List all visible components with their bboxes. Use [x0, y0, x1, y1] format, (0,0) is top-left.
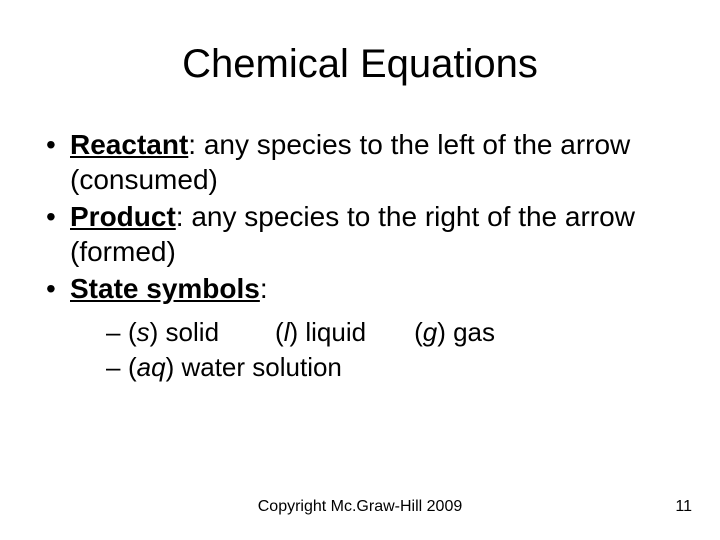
state-label: ) water solution: [166, 352, 342, 382]
bullet-item: Reactant: any species to the left of the…: [40, 127, 680, 197]
page-number: 11: [675, 498, 692, 516]
bullet-item: Product: any species to the right of the…: [40, 199, 680, 269]
slide-body: Reactant: any species to the left of the…: [0, 97, 720, 383]
state-symbol: aq: [137, 352, 166, 382]
term: Product: [70, 201, 176, 232]
sub-list: (s) solid(l) liquid(g) gas (aq) water so…: [70, 316, 680, 383]
state-paren: (: [275, 317, 284, 347]
bullet-text: :: [260, 273, 268, 304]
state-symbol: s: [137, 317, 150, 347]
bullet-item: State symbols: (s) solid(l) liquid(g) ga…: [40, 271, 680, 383]
state-paren: (: [128, 317, 137, 347]
term: State symbols: [70, 273, 260, 304]
term: Reactant: [70, 129, 188, 160]
state-paren: (: [414, 317, 423, 347]
state-label: ) solid: [150, 317, 219, 347]
sub-item: (s) solid(l) liquid(g) gas: [106, 316, 680, 349]
state-label: ) gas: [437, 317, 495, 347]
state-paren: (: [128, 352, 137, 382]
slide-title: Chemical Equations: [0, 0, 720, 97]
slide: Chemical Equations Reactant: any species…: [0, 0, 720, 540]
state-label: ) liquid: [289, 317, 366, 347]
bullet-list: Reactant: any species to the left of the…: [40, 127, 680, 383]
sub-item: (aq) water solution: [106, 351, 680, 384]
copyright-footer: Copyright Mc.Graw-Hill 2009: [0, 498, 720, 516]
state-symbol: g: [423, 317, 437, 347]
